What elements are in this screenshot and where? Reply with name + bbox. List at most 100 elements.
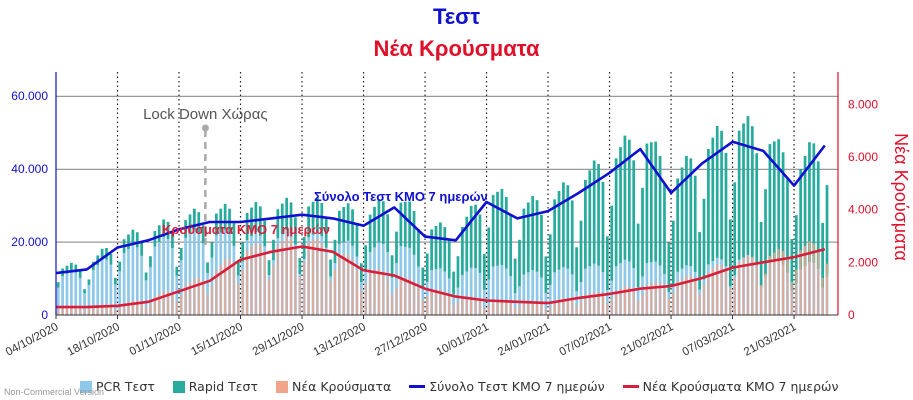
bar-pcr xyxy=(122,252,126,315)
bar-cases xyxy=(399,278,402,315)
bar-cases xyxy=(364,283,367,315)
bar-rapid xyxy=(408,201,412,248)
bar-rapid xyxy=(74,264,78,273)
bar-rapid xyxy=(592,160,596,264)
bar-cases xyxy=(755,263,758,315)
bar-pcr xyxy=(605,290,609,315)
bar-cases xyxy=(562,298,565,315)
bar-cases xyxy=(61,306,64,315)
bar-rapid xyxy=(649,142,653,263)
bar-rapid xyxy=(434,225,438,270)
bar-rapid xyxy=(548,234,552,285)
bar-cases xyxy=(404,278,407,315)
bar-rapid xyxy=(724,152,728,267)
bar-cases xyxy=(496,300,499,315)
bar-rapid xyxy=(465,216,469,272)
bars-layer xyxy=(56,116,829,315)
bar-rapid xyxy=(105,247,108,260)
bar-cases xyxy=(694,279,697,315)
bar-cases xyxy=(421,300,424,315)
bar-cases xyxy=(92,305,95,315)
bar-rapid xyxy=(474,204,477,269)
bar-rapid xyxy=(663,183,666,274)
legend-item[interactable]: Νέα Κρούσματα xyxy=(276,379,391,394)
bar-rapid xyxy=(338,210,341,244)
bar-pcr xyxy=(127,249,130,315)
bar-pcr xyxy=(193,229,196,315)
bar-cases xyxy=(197,277,200,315)
bar-rapid xyxy=(377,199,381,243)
bar-rapid xyxy=(500,188,504,265)
x-tick-label: 04/10/2020 xyxy=(4,321,60,359)
bar-rapid xyxy=(680,167,684,269)
bar-pcr xyxy=(562,267,565,315)
legend-label: Σύνολο Τεστ ΚΜΟ 7 ημερών xyxy=(429,379,605,394)
bar-pcr xyxy=(465,271,469,315)
bar-cases xyxy=(114,309,117,315)
bar-rapid xyxy=(219,208,223,233)
bar-cases xyxy=(768,256,771,315)
bar-pcr xyxy=(513,293,517,315)
bar-pcr xyxy=(149,267,152,315)
bar-cases xyxy=(202,281,205,315)
bar-cases xyxy=(276,245,279,315)
bar-rapid xyxy=(329,259,332,277)
bar-rapid xyxy=(676,178,680,272)
bar-rapid xyxy=(720,130,723,260)
bar-pcr xyxy=(184,237,187,315)
bar-pcr xyxy=(96,265,100,315)
legend-swatch xyxy=(172,380,185,393)
y-left-tick-label: 0 xyxy=(41,308,48,322)
bar-rapid xyxy=(193,208,196,230)
bar-rapid xyxy=(390,255,394,278)
legend-item[interactable]: Rapid Τεστ xyxy=(172,379,258,394)
bar-pcr xyxy=(78,277,82,315)
bar-cases xyxy=(725,270,727,315)
bar-rapid xyxy=(772,141,776,262)
bar-rapid xyxy=(127,234,130,250)
bar-cases xyxy=(241,269,244,315)
bar-pcr xyxy=(87,284,91,315)
bar-rapid xyxy=(632,160,636,268)
bar-cases xyxy=(413,281,416,315)
y-right-tick-label: 0 xyxy=(848,308,855,322)
bar-rapid xyxy=(755,153,759,267)
bar-rapid xyxy=(597,164,600,266)
bar-pcr xyxy=(113,284,117,315)
bar-cases xyxy=(180,295,183,315)
bar-cases xyxy=(395,287,398,315)
bar-rapid xyxy=(570,200,574,275)
bar-pcr xyxy=(557,269,561,315)
right-axis-title: Νέα Κρούσματα xyxy=(891,133,911,261)
bar-cases xyxy=(760,284,763,315)
bar-rapid xyxy=(342,206,346,243)
bar-cases xyxy=(707,271,710,315)
bar-cases xyxy=(158,294,161,315)
bar-cases xyxy=(584,295,587,315)
bar-cases xyxy=(808,241,811,315)
bar-cases xyxy=(443,292,446,315)
legend-item[interactable]: Νέα Κρούσματα ΚΜΟ 7 ημερών xyxy=(622,379,839,394)
bar-rapid xyxy=(307,206,310,238)
bar-cases xyxy=(729,288,732,315)
legend-item[interactable]: Σύνολο Τεστ ΚΜΟ 7 ημερών xyxy=(409,379,605,394)
bar-pcr xyxy=(592,263,596,315)
bar-rapid xyxy=(144,272,148,281)
bar-rapid xyxy=(816,161,820,269)
bar-rapid xyxy=(702,198,706,280)
bar-cases xyxy=(593,291,596,315)
bar-cases xyxy=(360,290,363,315)
bar-rapid xyxy=(764,189,767,277)
bar-rapid xyxy=(667,242,671,293)
bar-cases xyxy=(263,253,266,315)
bar-pcr xyxy=(474,268,477,315)
bar-rapid xyxy=(214,213,218,236)
bar-cases xyxy=(294,248,297,315)
legend-item[interactable]: PCR Τεστ xyxy=(80,379,155,394)
bar-cases xyxy=(602,294,604,315)
bar-rapid xyxy=(504,196,508,269)
bar-rapid xyxy=(324,218,328,248)
bar-cases xyxy=(505,300,508,315)
bar-rapid xyxy=(70,262,73,272)
